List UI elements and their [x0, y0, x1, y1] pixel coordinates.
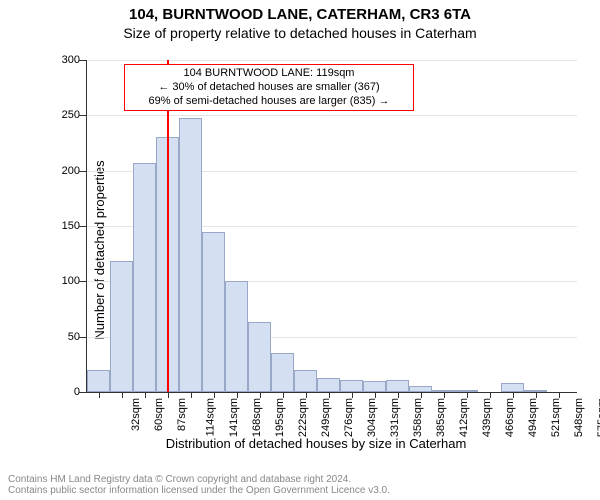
y-tick [79, 226, 87, 227]
y-tick [79, 281, 87, 282]
x-tick-label: 548sqm [573, 398, 585, 437]
histogram-bar [248, 322, 271, 392]
x-tick-label: 575sqm [596, 398, 600, 437]
y-tick-label: 200 [40, 165, 80, 177]
histogram-bar [294, 370, 317, 392]
annotation-box: 104 BURNTWOOD LANE: 119sqm← 30% of detac… [124, 64, 414, 111]
x-tick [536, 392, 537, 398]
plot-area: 104 BURNTWOOD LANE: 119sqm← 30% of detac… [86, 60, 577, 393]
x-tick [191, 392, 192, 398]
x-tick [444, 392, 445, 398]
x-tick-label: 494sqm [527, 398, 539, 437]
x-tick-label: 304sqm [366, 398, 378, 437]
x-tick-label: 439sqm [481, 398, 493, 437]
x-tick-label: 114sqm [204, 398, 216, 436]
y-tick [79, 392, 87, 393]
x-tick [467, 392, 468, 398]
y-tick-label: 300 [40, 54, 80, 66]
y-tick [79, 171, 87, 172]
x-tick [559, 392, 560, 398]
x-tick [283, 392, 284, 398]
histogram-bar [202, 232, 225, 392]
x-tick [398, 392, 399, 398]
x-tick-label: 412sqm [458, 398, 470, 437]
x-tick-label: 60sqm [153, 398, 165, 431]
x-tick [375, 392, 376, 398]
x-tick-label: 32sqm [130, 398, 142, 431]
x-tick [490, 392, 491, 398]
annotation-line: 104 BURNTWOOD LANE: 119sqm [131, 67, 407, 81]
x-tick [99, 392, 100, 398]
histogram-bar [317, 378, 340, 392]
x-tick-label: 385sqm [435, 398, 447, 437]
x-tick-label: 168sqm [251, 398, 263, 437]
x-tick-label: 222sqm [297, 398, 309, 437]
y-tick-label: 0 [40, 386, 80, 398]
page-title: 104, BURNTWOOD LANE, CATERHAM, CR3 6TA [0, 0, 600, 23]
x-axis-title: Distribution of detached houses by size … [54, 436, 578, 451]
x-tick-label: 521sqm [550, 398, 562, 437]
y-tick-label: 150 [40, 220, 80, 232]
x-tick [260, 392, 261, 398]
footer-attribution: Contains HM Land Registry data © Crown c… [8, 474, 390, 496]
x-tick [329, 392, 330, 398]
histogram-bar [110, 261, 133, 392]
x-tick-label: 466sqm [504, 398, 516, 437]
x-tick [421, 392, 422, 398]
histogram-bar [87, 370, 110, 392]
x-axis-ticks: 32sqm 60sqm 87sqm 114sqm 141sqm 168sqm 195sqm 2… [87, 392, 577, 440]
chart-wrap: Number of detached properties 0501001502… [54, 60, 578, 440]
chart-container: 104, BURNTWOOD LANE, CATERHAM, CR3 6TA S… [0, 0, 600, 500]
y-tick [79, 115, 87, 116]
y-tick-label: 50 [40, 331, 80, 343]
histogram-bar [179, 118, 202, 392]
x-tick [145, 392, 146, 398]
x-tick [306, 392, 307, 398]
x-tick-label: 87sqm [176, 398, 188, 431]
x-tick-label: 249sqm [320, 398, 332, 437]
x-tick-label: 331sqm [389, 398, 401, 437]
histogram-bar [501, 383, 524, 392]
x-tick [352, 392, 353, 398]
histogram-bar [225, 281, 248, 392]
histogram-bar [386, 380, 409, 392]
x-tick-label: 141sqm [228, 398, 240, 437]
x-tick [237, 392, 238, 398]
histogram-bar [271, 353, 294, 392]
x-tick [168, 392, 169, 398]
annotation-line: ← 30% of detached houses are smaller (36… [131, 81, 407, 95]
x-tick-label: 195sqm [274, 398, 286, 437]
footer-line-2: Contains public sector information licen… [8, 485, 390, 496]
footer-line-1: Contains HM Land Registry data © Crown c… [8, 474, 390, 485]
annotation-line: 69% of semi-detached houses are larger (… [131, 95, 407, 109]
y-tick-label: 250 [40, 109, 80, 121]
y-tick-label: 100 [40, 275, 80, 287]
x-tick [214, 392, 215, 398]
histogram-bar [133, 163, 156, 392]
y-tick [79, 60, 87, 61]
x-tick-label: 276sqm [343, 398, 355, 437]
x-tick [513, 392, 514, 398]
x-tick [122, 392, 123, 398]
histogram-bar [340, 380, 363, 392]
x-tick-label: 358sqm [412, 398, 424, 437]
histogram-bar [363, 381, 386, 392]
y-tick [79, 337, 87, 338]
page-subtitle: Size of property relative to detached ho… [0, 25, 600, 41]
